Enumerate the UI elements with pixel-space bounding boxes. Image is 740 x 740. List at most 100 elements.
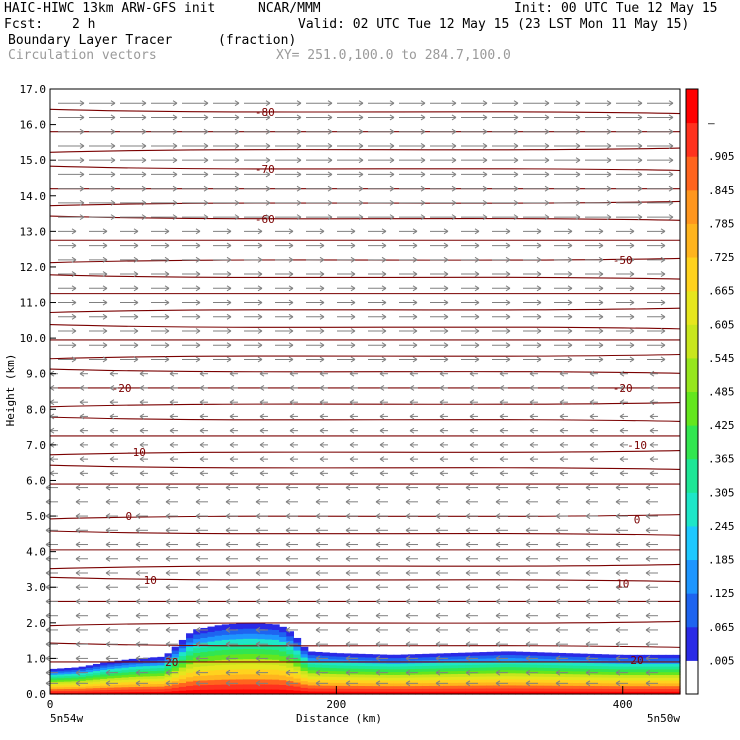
tracer-shade-cell	[651, 671, 660, 676]
tracer-shade-cell	[465, 676, 473, 680]
vector-arrowhead	[229, 470, 235, 477]
tracer-shade-cell	[400, 657, 409, 661]
tracer-shade-cell	[365, 676, 373, 681]
tracer-shade-cell	[393, 657, 402, 661]
tracer-shade-cell	[128, 661, 137, 665]
vector-arrowhead	[389, 185, 395, 192]
tracer-shade-cell	[157, 667, 166, 671]
tracer-shade-cell	[436, 688, 445, 692]
vector-arrowhead	[289, 385, 295, 391]
tracer-shade-cell	[586, 679, 595, 684]
tracer-shade-cell	[214, 664, 223, 671]
tracer-shade-cell	[415, 682, 423, 687]
vector-arrowhead	[645, 541, 651, 548]
colorbar-swatch	[686, 660, 698, 695]
tracer-shade-cell	[200, 637, 209, 643]
vector-arrowhead	[285, 680, 291, 687]
tracer-shade-cell	[228, 668, 237, 675]
vector-arrowhead	[381, 271, 387, 277]
tracer-shade-cell	[178, 643, 187, 649]
tracer-shade-cell	[107, 689, 116, 693]
tracer-shade-cell	[629, 682, 638, 687]
tracer-shade-cell	[522, 663, 531, 668]
tracer-shade-cell	[665, 671, 674, 676]
valid-time: Valid: 02 UTC Tue 12 May 15 (23 LST Mon …	[298, 17, 690, 32]
vector-arrowhead	[443, 271, 449, 277]
vector-arrowhead	[629, 242, 635, 249]
vector-arrowhead	[135, 541, 141, 548]
vector-arrowhead	[172, 171, 178, 178]
vector-arrowhead	[575, 171, 581, 178]
tracer-shade-cell	[279, 689, 287, 695]
tracer-shade-cell	[543, 673, 552, 677]
tracer-shade-cell	[257, 668, 266, 675]
tracer-shade-cell	[171, 687, 180, 692]
tracer-shade-cell	[486, 651, 495, 656]
vector-arrowhead	[649, 399, 655, 406]
vector-arrowhead	[319, 385, 325, 391]
tracer-shade-cell	[121, 674, 130, 678]
tracer-shade-cell	[100, 676, 108, 679]
tracer-shade-cell	[164, 664, 173, 669]
vector-arrowhead	[345, 669, 351, 676]
tracer-shade-cell	[207, 645, 216, 652]
tracer-shade-cell	[236, 623, 244, 630]
tracer-shade-cell	[271, 679, 280, 685]
tracer-shade-cell	[150, 686, 158, 690]
tracer-shade-cell	[579, 665, 588, 669]
vector-arrowhead	[319, 313, 325, 320]
vector-arrowhead	[585, 655, 591, 662]
tracer-shade-cell	[551, 679, 559, 683]
vector-arrowhead	[443, 242, 449, 249]
tracer-shade-cell	[250, 688, 259, 695]
vector-arrowhead	[505, 285, 511, 292]
tracer-shade-cell	[608, 691, 617, 695]
tracer-shade-cell	[386, 682, 395, 687]
tracer-shade-cell	[164, 667, 173, 672]
vector-arrowhead	[420, 100, 426, 107]
tracer-shade-cell	[658, 691, 667, 695]
tracer-shade-cell	[207, 641, 216, 647]
vector-arrowhead	[165, 527, 171, 534]
tracer-shade-cell	[658, 657, 667, 662]
tracer-shade-cell	[465, 661, 473, 665]
tracer-shade-cell	[472, 664, 481, 668]
vector-arrowhead	[169, 413, 175, 420]
xy-range: XY= 251.0,100.0 to 284.7,100.0	[276, 48, 511, 63]
vector-arrowhead	[164, 342, 170, 349]
tracer-shade-cell	[594, 691, 602, 695]
tracer-shade-cell	[100, 687, 108, 691]
tracer-shade-cell	[629, 685, 638, 690]
vector-arrowhead	[529, 385, 535, 391]
vector-arrowhead	[296, 185, 302, 192]
tracer-shade-cell	[214, 684, 223, 690]
tracer-shade-cell	[551, 691, 559, 695]
tracer-shade-cell	[221, 679, 230, 685]
vector-arrowhead	[495, 584, 501, 591]
tracer-shade-cell	[50, 668, 58, 672]
tracer-shade-cell	[486, 669, 495, 674]
vector-arrowhead	[49, 427, 55, 434]
vector-arrowhead	[225, 641, 231, 648]
tracer-shade-cell	[458, 655, 466, 660]
tracer-shade-cell	[400, 654, 409, 658]
vector-arrowhead	[289, 441, 295, 448]
tracer-shade-cell	[257, 633, 266, 640]
tracer-shade-cell	[393, 674, 402, 678]
tracer-shade-cell	[407, 674, 416, 678]
tracer-shade-cell	[71, 667, 80, 671]
vector-arrowhead	[285, 641, 291, 648]
vector-arrowhead	[229, 399, 235, 406]
tracer-shade-cell	[386, 677, 395, 681]
vector-arrowhead	[345, 484, 351, 491]
tracer-shade-cell	[178, 639, 187, 645]
vector-arrowhead	[133, 299, 139, 306]
tracer-shade-cell	[515, 678, 524, 683]
tracer-shade-cell	[565, 661, 574, 666]
vector-arrowhead	[257, 356, 263, 363]
y-tick-label: 4.0	[26, 546, 46, 559]
tracer-shade-cell	[493, 660, 502, 665]
vector-arrowhead	[435, 541, 441, 548]
tracer-shade-cell	[64, 669, 73, 673]
y-tick-label: 8.0	[26, 403, 46, 416]
